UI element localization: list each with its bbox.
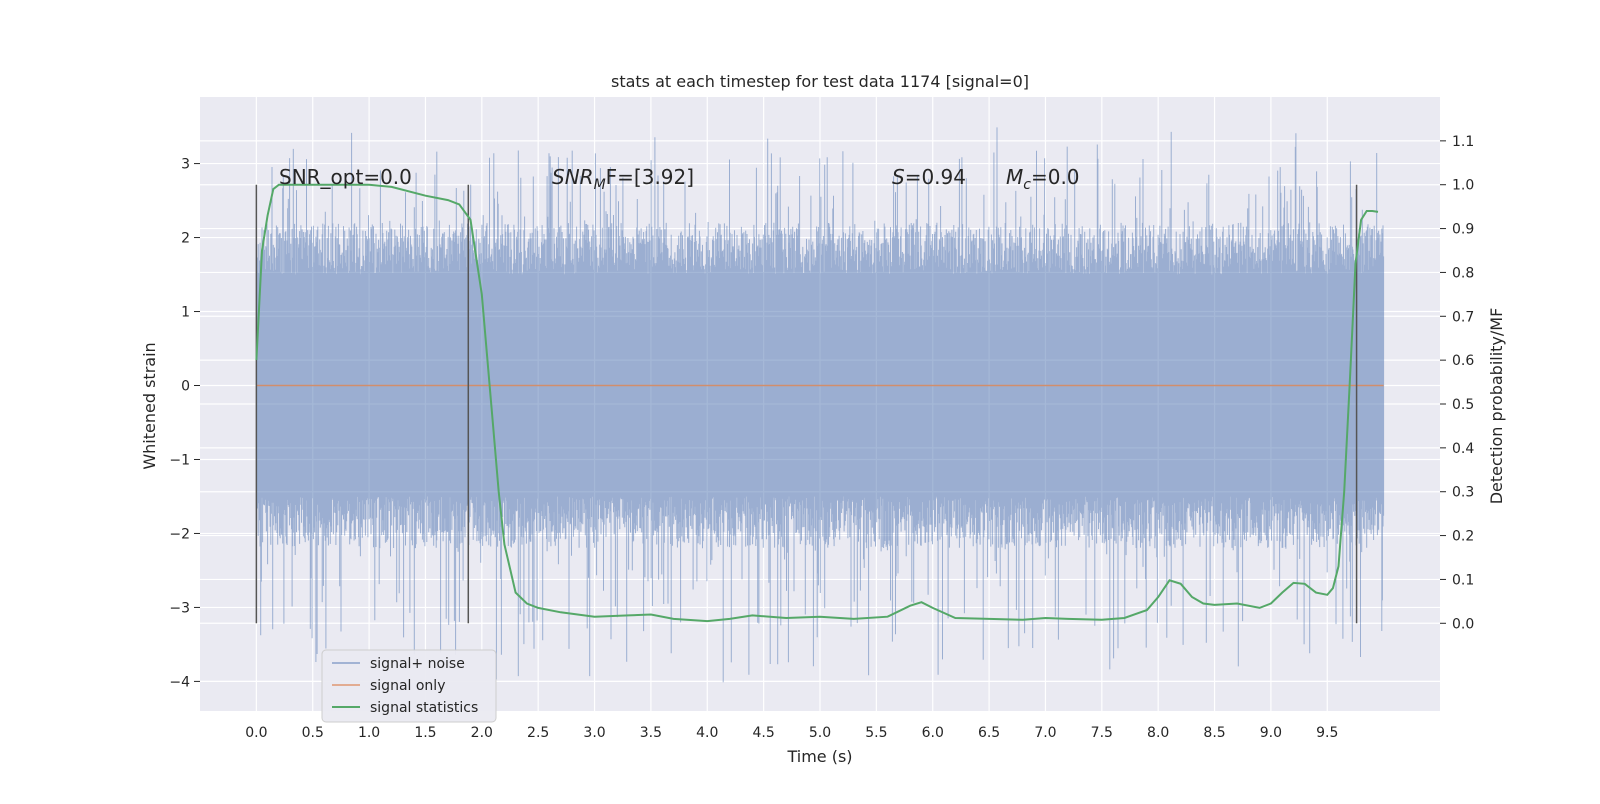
x-tick-label: 9.5: [1316, 725, 1338, 741]
x-tick-label: 9.0: [1260, 725, 1282, 741]
snr-mf-annotation: SNRMF=[3.92]: [552, 165, 694, 193]
y2-tick-label: 0.1: [1452, 572, 1474, 588]
s-annotation: S=0.94: [892, 165, 966, 189]
y2-tick-label: 0.4: [1452, 441, 1474, 457]
x-tick-label: 3.0: [583, 725, 605, 741]
y2-tick-label: 0.9: [1452, 222, 1474, 238]
y-tick-label: 3: [181, 157, 190, 173]
mc-value: =0.0: [1031, 165, 1080, 189]
y-tick-label: 2: [181, 231, 190, 247]
snr-mf-base: SNR: [552, 165, 594, 189]
x-tick-label: 1.0: [358, 725, 380, 741]
y2-tick-label: 0.2: [1452, 529, 1474, 545]
y2-tick-label: 0.7: [1452, 309, 1474, 325]
legend-box: [321, 649, 497, 723]
x-tick-label: 8.0: [1147, 725, 1169, 741]
legend-label-noise: signal+ noise: [370, 656, 465, 672]
x-tick-label: 7.0: [1034, 725, 1056, 741]
y-axis-label: Whitened strain: [140, 342, 159, 469]
x-tick-label: 2.5: [527, 725, 549, 741]
x-tick-label: 8.5: [1203, 725, 1225, 741]
x-tick-label: 4.0: [696, 725, 718, 741]
y2-tick-label: 0.6: [1452, 353, 1474, 369]
y-tick-label: −4: [169, 674, 190, 690]
mc-annotation: Mc=0.0: [1006, 165, 1080, 193]
snr-mf-rest: F=[3.92]: [606, 165, 694, 189]
x-tick-label: 4.5: [753, 725, 775, 741]
x-tick-label: 5.0: [809, 725, 831, 741]
y2-tick-labels: 1.1 1.0 0.9 0.8 0.7 0.6 0.5 0.4 0.3 0.2 0.1 0.0: [1452, 134, 1474, 632]
mc-base: M: [1006, 165, 1023, 189]
snr-mf-sub: M: [594, 177, 606, 193]
y-tick-labels: 3 2 1 0 −1 −2 −3 −4: [169, 157, 190, 691]
y2-tick-label: 0.8: [1452, 265, 1474, 281]
y2-axis-label: Detection probability/MF: [1487, 308, 1506, 505]
y-tick-label: −2: [169, 526, 190, 542]
y2-tick-label: 1.0: [1452, 178, 1474, 194]
s-value: =0.94: [905, 165, 966, 189]
x-tick-label: 2.0: [471, 725, 493, 741]
x-tick-label: 6.0: [922, 725, 944, 741]
x-tick-label: 6.5: [978, 725, 1000, 741]
s-var: S: [892, 165, 905, 189]
y-tick-label: −1: [169, 452, 190, 468]
x-tick-label: 0.5: [302, 725, 324, 741]
x-axis-label: Time (s): [786, 747, 852, 766]
mc-sub: c: [1023, 177, 1031, 193]
y2-tick-label: 0.5: [1452, 397, 1474, 413]
y2-tick-label: 0.0: [1452, 616, 1474, 632]
x-tick-label: 0.0: [245, 725, 267, 741]
x-tick-label: 7.5: [1091, 725, 1113, 741]
chart-title: stats at each timestep for test data 117…: [611, 72, 1029, 91]
legend-label-signal: signal only: [370, 678, 445, 694]
legend: signal+ noise signal only signal statist…: [321, 649, 497, 723]
y-tick-label: 1: [181, 305, 190, 321]
y2-tick-label: 0.3: [1452, 485, 1474, 501]
signal-statistics-line: [255, 183, 1379, 623]
x-tick-labels: 0.0 0.5 1.0 1.5 2.0 2.5 3.0 3.5 4.0 4.5 5.0 5.5 6.0 6…: [245, 725, 1338, 741]
x-tick-label: 3.5: [640, 725, 662, 741]
snr-opt-annotation: SNR_opt=0.0: [279, 165, 412, 189]
legend-label-stats: signal statistics: [370, 700, 478, 716]
x-tick-label: 5.5: [865, 725, 887, 741]
y-tick-label: −3: [169, 600, 190, 616]
y2-tick-label: 1.1: [1452, 134, 1474, 150]
y-tick-label: 0: [181, 379, 190, 395]
x-tick-label: 1.5: [414, 725, 436, 741]
